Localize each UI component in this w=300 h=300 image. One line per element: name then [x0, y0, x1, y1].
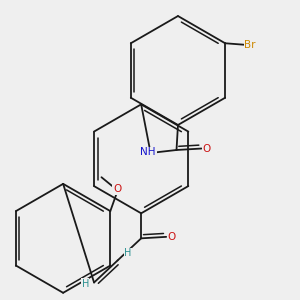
Text: H: H [82, 279, 89, 289]
Text: NH: NH [140, 147, 156, 158]
Text: O: O [167, 232, 175, 242]
Text: O: O [203, 143, 211, 154]
Text: Br: Br [244, 40, 256, 50]
Text: H: H [124, 248, 132, 258]
Text: O: O [113, 184, 121, 194]
